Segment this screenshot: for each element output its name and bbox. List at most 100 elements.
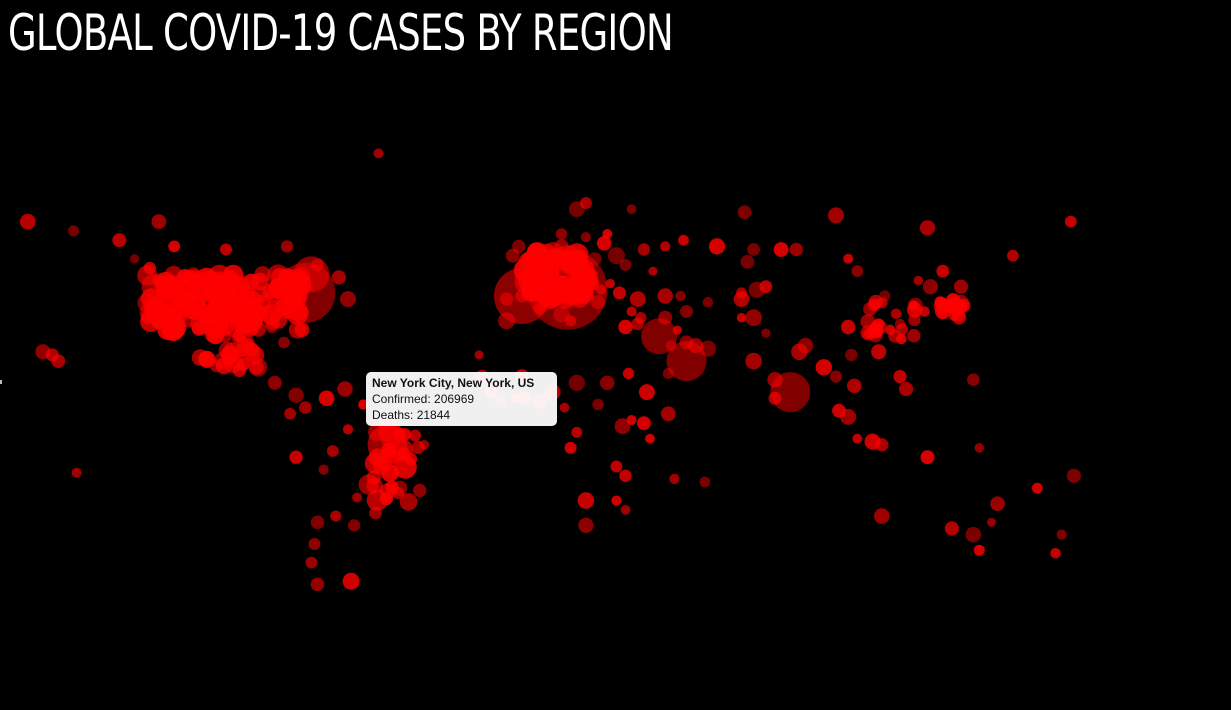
case-bubble[interactable] [748, 281, 765, 298]
case-bubble[interactable] [214, 324, 226, 336]
case-bubble[interactable] [337, 381, 353, 397]
case-bubble[interactable] [666, 341, 707, 382]
case-bubble[interactable] [249, 360, 264, 375]
case-bubble[interactable] [620, 505, 631, 515]
case-bubble[interactable] [613, 286, 626, 300]
case-bubble[interactable] [619, 259, 632, 271]
case-bubble[interactable] [267, 375, 282, 390]
case-bubble[interactable] [638, 384, 655, 401]
case-bubble[interactable] [330, 510, 342, 522]
case-bubble[interactable] [669, 473, 680, 485]
case-bubble[interactable] [512, 239, 526, 254]
case-bubble[interactable] [326, 445, 339, 457]
case-bubble[interactable] [907, 329, 921, 343]
case-bubble[interactable] [875, 438, 889, 452]
case-bubble[interactable] [759, 280, 773, 294]
case-bubble[interactable] [635, 312, 647, 324]
case-bubble[interactable] [868, 294, 883, 310]
case-bubble[interactable] [245, 346, 265, 365]
case-bubble[interactable] [265, 320, 278, 334]
case-bubble[interactable] [212, 296, 231, 315]
case-bubble[interactable] [936, 264, 950, 278]
case-bubble[interactable] [747, 243, 760, 256]
case-bubble[interactable] [379, 483, 396, 500]
case-bubble[interactable] [305, 556, 318, 569]
case-bubble[interactable] [600, 375, 615, 391]
case-bubble[interactable] [189, 305, 202, 318]
case-bubble[interactable] [845, 348, 858, 362]
case-bubble[interactable] [935, 303, 951, 320]
case-bubble[interactable] [797, 337, 814, 354]
case-bubble[interactable] [885, 324, 896, 335]
case-bubble[interactable] [112, 233, 127, 248]
case-bubble[interactable] [626, 204, 637, 215]
case-bubble[interactable] [828, 207, 844, 224]
case-bubble[interactable] [740, 255, 755, 269]
case-bubble[interactable] [154, 271, 177, 294]
case-bubble[interactable] [622, 367, 635, 380]
case-bubble[interactable] [708, 238, 726, 255]
case-bubble[interactable] [221, 272, 231, 283]
case-bubble[interactable] [745, 352, 762, 370]
case-bubble[interactable] [369, 506, 382, 520]
case-bubble[interactable] [68, 225, 79, 237]
case-bubble[interactable] [191, 294, 207, 309]
case-bubble[interactable] [564, 441, 577, 454]
case-bubble[interactable] [894, 318, 906, 330]
case-bubble[interactable] [893, 370, 907, 384]
case-bubble[interactable] [745, 309, 762, 327]
case-bubble[interactable] [611, 495, 622, 506]
case-bubble[interactable] [358, 399, 369, 410]
case-bubble[interactable] [733, 291, 750, 307]
case-bubble[interactable] [815, 359, 832, 376]
case-bubble[interactable] [187, 272, 204, 289]
case-bubble[interactable] [299, 401, 312, 414]
case-bubble[interactable] [280, 240, 294, 253]
case-bubble[interactable] [680, 305, 693, 318]
case-bubble[interactable] [308, 538, 321, 550]
case-bubble[interactable] [310, 515, 325, 530]
case-bubble[interactable] [474, 350, 484, 360]
case-bubble[interactable] [409, 429, 422, 442]
case-bubble[interactable] [610, 460, 623, 473]
case-bubble[interactable] [605, 278, 615, 289]
case-bubble[interactable] [660, 406, 676, 422]
case-bubble[interactable] [637, 416, 651, 430]
case-bubble[interactable] [51, 354, 66, 368]
case-bubble[interactable] [1064, 215, 1077, 228]
case-bubble[interactable] [1050, 548, 1061, 559]
case-bubble[interactable] [568, 374, 585, 391]
case-bubble[interactable] [890, 308, 902, 320]
case-bubble[interactable] [699, 476, 711, 488]
case-bubble[interactable] [789, 242, 803, 257]
case-bubble[interactable] [278, 336, 290, 349]
case-bubble[interactable] [577, 492, 595, 509]
case-bubble[interactable] [294, 322, 310, 338]
case-bubble[interactable] [648, 266, 658, 276]
case-bubble[interactable] [358, 474, 379, 495]
case-bubble[interactable] [843, 253, 854, 264]
case-bubble[interactable] [919, 220, 936, 236]
case-bubble[interactable] [974, 443, 985, 453]
case-bubble[interactable] [626, 306, 637, 317]
case-bubble[interactable] [614, 418, 631, 435]
case-bubble[interactable] [770, 372, 811, 413]
case-bubble[interactable] [607, 247, 625, 265]
case-bubble[interactable] [220, 243, 232, 256]
case-bubble[interactable] [944, 521, 960, 536]
case-bubble[interactable] [71, 467, 82, 478]
case-bubble[interactable] [198, 350, 216, 368]
case-bubble[interactable] [505, 248, 520, 263]
case-bubble[interactable] [413, 483, 427, 498]
case-bubble[interactable] [310, 577, 325, 592]
case-bubble[interactable] [657, 288, 673, 304]
case-bubble[interactable] [841, 319, 856, 335]
case-bubble[interactable] [678, 234, 689, 246]
case-bubble[interactable] [168, 240, 181, 253]
case-bubble[interactable] [990, 496, 1005, 512]
case-bubble[interactable] [953, 294, 969, 310]
case-bubble[interactable] [660, 241, 671, 252]
case-bubble[interactable] [1031, 482, 1043, 494]
case-bubble[interactable] [289, 450, 303, 464]
case-bubble[interactable] [261, 304, 282, 325]
